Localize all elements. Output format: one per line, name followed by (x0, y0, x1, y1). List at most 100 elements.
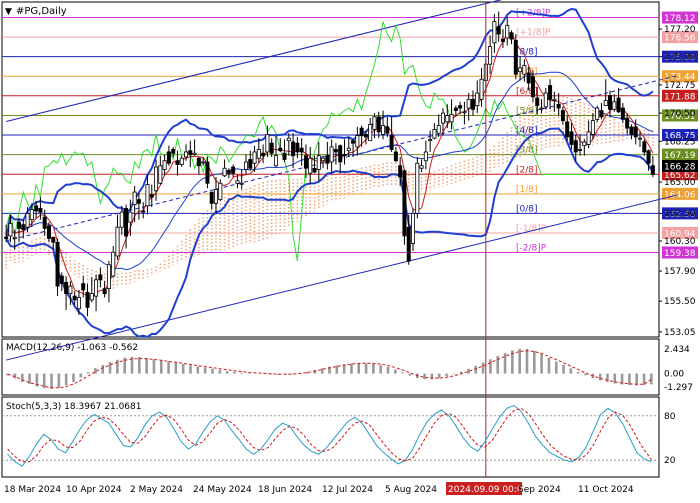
candle[interactable] (616, 88, 621, 114)
candle[interactable] (184, 144, 189, 161)
candle[interactable] (106, 261, 111, 303)
candle[interactable] (633, 119, 638, 145)
candle[interactable] (406, 214, 411, 265)
candle[interactable] (299, 138, 304, 166)
candle[interactable] (470, 90, 475, 116)
candle[interactable] (453, 105, 458, 117)
candle[interactable] (603, 79, 608, 106)
candle[interactable] (4, 224, 9, 243)
stoch-panel[interactable] (1, 396, 660, 478)
candle[interactable] (154, 159, 159, 201)
candle[interactable] (411, 208, 416, 251)
candle[interactable] (29, 203, 34, 228)
candle[interactable] (321, 155, 326, 169)
candle[interactable] (128, 199, 133, 236)
candle[interactable] (278, 138, 283, 152)
candle[interactable] (308, 146, 313, 185)
candle[interactable] (578, 134, 583, 156)
candle[interactable] (269, 138, 274, 157)
candle[interactable] (235, 174, 240, 189)
candle[interactable] (51, 236, 56, 250)
candle[interactable] (500, 29, 505, 48)
candle[interactable] (273, 135, 278, 167)
candle[interactable] (64, 276, 69, 310)
candle[interactable] (179, 155, 184, 167)
candle[interactable] (505, 16, 510, 46)
candle[interactable] (34, 200, 39, 219)
candle[interactable] (21, 219, 26, 239)
macd-panel[interactable] (1, 338, 660, 396)
candle[interactable] (265, 125, 270, 157)
candle[interactable] (282, 139, 287, 162)
candle[interactable] (513, 34, 518, 80)
candle[interactable] (124, 204, 129, 249)
candle[interactable] (149, 184, 154, 208)
candle[interactable] (201, 156, 206, 166)
candle[interactable] (535, 86, 540, 115)
candle[interactable] (608, 90, 613, 117)
candle[interactable] (539, 99, 544, 114)
candle[interactable] (402, 169, 407, 245)
candle[interactable] (530, 70, 535, 102)
main-price-panel[interactable] (1, 1, 660, 338)
candle[interactable] (556, 93, 561, 116)
candle[interactable] (346, 136, 351, 157)
candle[interactable] (595, 105, 600, 122)
candle[interactable] (612, 94, 617, 112)
candle[interactable] (646, 149, 651, 171)
candle[interactable] (458, 101, 463, 115)
candle[interactable] (372, 113, 377, 139)
candle[interactable] (166, 145, 171, 166)
candle[interactable] (239, 169, 244, 190)
candle[interactable] (650, 155, 655, 178)
candle[interactable] (445, 104, 450, 129)
candle[interactable] (620, 103, 625, 124)
candle[interactable] (81, 276, 86, 298)
candle[interactable] (214, 177, 219, 214)
candle[interactable] (76, 289, 81, 315)
candle[interactable] (261, 144, 266, 164)
candle[interactable] (132, 185, 137, 223)
candle[interactable] (368, 118, 373, 142)
candle[interactable] (59, 272, 64, 292)
candle[interactable] (12, 229, 17, 250)
candle[interactable] (115, 214, 120, 260)
candle[interactable] (355, 126, 360, 156)
candle[interactable] (295, 136, 300, 159)
candle[interactable] (462, 101, 467, 125)
candle[interactable] (209, 191, 214, 210)
candle[interactable] (338, 144, 343, 174)
candle[interactable] (171, 146, 176, 157)
candle[interactable] (141, 202, 146, 219)
candle[interactable] (398, 156, 403, 186)
candle[interactable] (85, 283, 90, 317)
candle[interactable] (389, 116, 394, 152)
candle[interactable] (415, 156, 420, 219)
candle[interactable] (333, 143, 338, 165)
candle[interactable] (440, 108, 445, 136)
candle[interactable] (175, 150, 180, 176)
candle[interactable] (449, 99, 454, 130)
candle[interactable] (248, 150, 253, 171)
candle[interactable] (226, 168, 231, 179)
candle[interactable] (329, 139, 334, 174)
candle[interactable] (599, 103, 604, 120)
candle[interactable] (351, 139, 356, 157)
candle[interactable] (359, 125, 364, 147)
candle[interactable] (8, 214, 13, 243)
candle[interactable] (218, 179, 223, 201)
candle[interactable] (342, 139, 347, 165)
candle[interactable] (642, 139, 647, 156)
candle[interactable] (479, 67, 484, 107)
candle[interactable] (582, 139, 587, 156)
candle[interactable] (231, 164, 236, 178)
candle[interactable] (548, 79, 553, 110)
candle[interactable] (102, 281, 107, 298)
candle[interactable] (196, 156, 201, 175)
candle[interactable] (428, 130, 433, 152)
candle[interactable] (569, 123, 574, 150)
candle[interactable] (573, 134, 578, 162)
candle[interactable] (98, 267, 103, 288)
candle[interactable] (496, 11, 501, 42)
candle[interactable] (488, 35, 493, 75)
